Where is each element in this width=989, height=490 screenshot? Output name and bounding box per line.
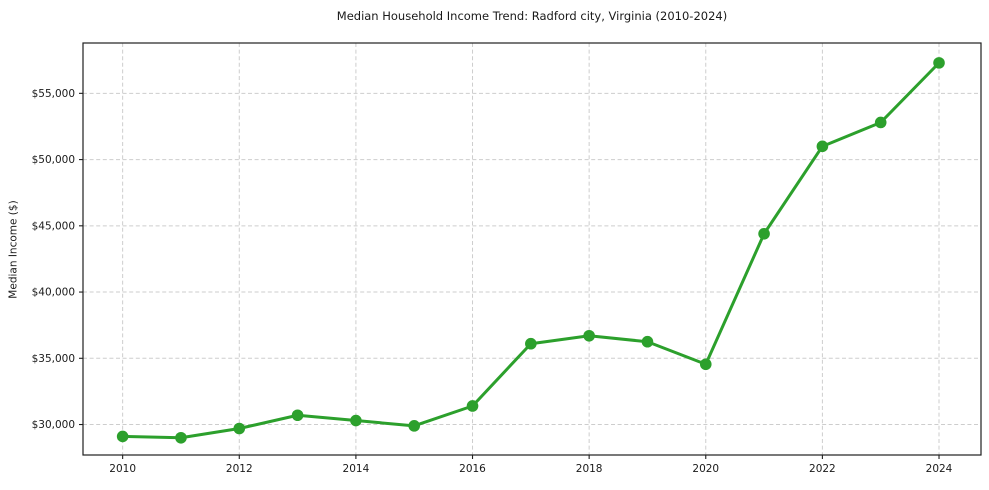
y-tick-label: $50,000 xyxy=(32,154,75,166)
data-point xyxy=(116,430,129,443)
y-tick-label: $40,000 xyxy=(32,287,75,299)
data-point xyxy=(350,414,362,427)
data-point xyxy=(233,422,246,435)
data-point xyxy=(583,329,595,342)
data-point xyxy=(175,431,187,444)
data-point xyxy=(933,57,945,69)
x-tick-label: 2020 xyxy=(692,463,719,475)
trend-line xyxy=(121,61,941,440)
data-point xyxy=(525,337,537,350)
x-tick-label: 2012 xyxy=(226,463,253,475)
data-point xyxy=(699,358,712,371)
data-point xyxy=(874,116,887,129)
y-tick-label: $35,000 xyxy=(32,353,75,365)
x-tick-label: 2016 xyxy=(459,463,486,475)
y-tick-label: $55,000 xyxy=(32,88,75,100)
y-tick-label: $30,000 xyxy=(32,419,75,431)
data-point xyxy=(816,140,829,153)
data-point xyxy=(758,227,770,240)
x-tick-label: 2024 xyxy=(926,463,953,475)
x-tick-label: 2010 xyxy=(109,463,136,475)
plot-border xyxy=(82,42,982,456)
x-tick-label: 2018 xyxy=(576,463,603,475)
y-tick-label: $45,000 xyxy=(32,220,75,232)
data-point xyxy=(641,335,654,348)
x-tick-label: 2014 xyxy=(343,463,370,475)
data-point xyxy=(408,420,421,432)
data-point xyxy=(291,409,304,422)
data-point xyxy=(466,400,479,412)
x-tick-label: 2022 xyxy=(809,463,836,475)
chart-title: Median Household Income Trend: Radford c… xyxy=(336,9,728,23)
